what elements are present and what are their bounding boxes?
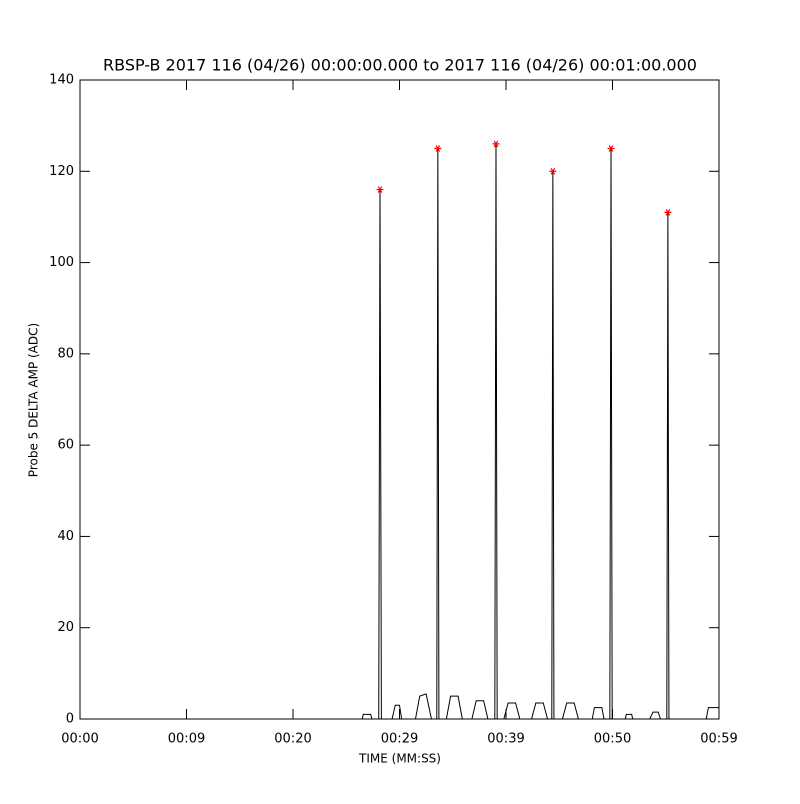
x-tick-label: 00:50 xyxy=(594,732,631,747)
x-tick-label: 00:29 xyxy=(381,732,418,747)
x-tick-label: 00:39 xyxy=(487,732,524,747)
y-tick-label: 40 xyxy=(57,529,74,544)
x-axis-label: TIME (MM:SS) xyxy=(358,752,441,766)
y-tick-label: 20 xyxy=(57,620,74,635)
y-tick-label: 140 xyxy=(49,73,74,88)
y-tick-label: 120 xyxy=(49,164,74,179)
x-tick-label: 00:09 xyxy=(168,732,205,747)
x-tick-label: 00:59 xyxy=(700,732,737,747)
peak-marker xyxy=(376,186,384,193)
y-axis-label: Probe 5 DELTA AMP (ADC) xyxy=(27,323,41,477)
y-tick-label: 60 xyxy=(57,438,74,453)
x-tick-label: 00:20 xyxy=(274,732,311,747)
chart-title: RBSP-B 2017 116 (04/26) 00:00:00.000 to … xyxy=(103,56,697,75)
peak-marker xyxy=(664,209,672,216)
peak-marker xyxy=(549,167,557,175)
x-tick-label: 00:00 xyxy=(61,732,98,747)
peak-marker xyxy=(434,145,442,152)
data-line xyxy=(80,143,719,720)
y-tick-label: 80 xyxy=(57,346,74,361)
y-tick-label: 0 xyxy=(66,712,74,727)
peak-marker xyxy=(607,145,615,152)
peak-marker xyxy=(492,140,500,148)
y-tick-label: 100 xyxy=(49,255,74,270)
